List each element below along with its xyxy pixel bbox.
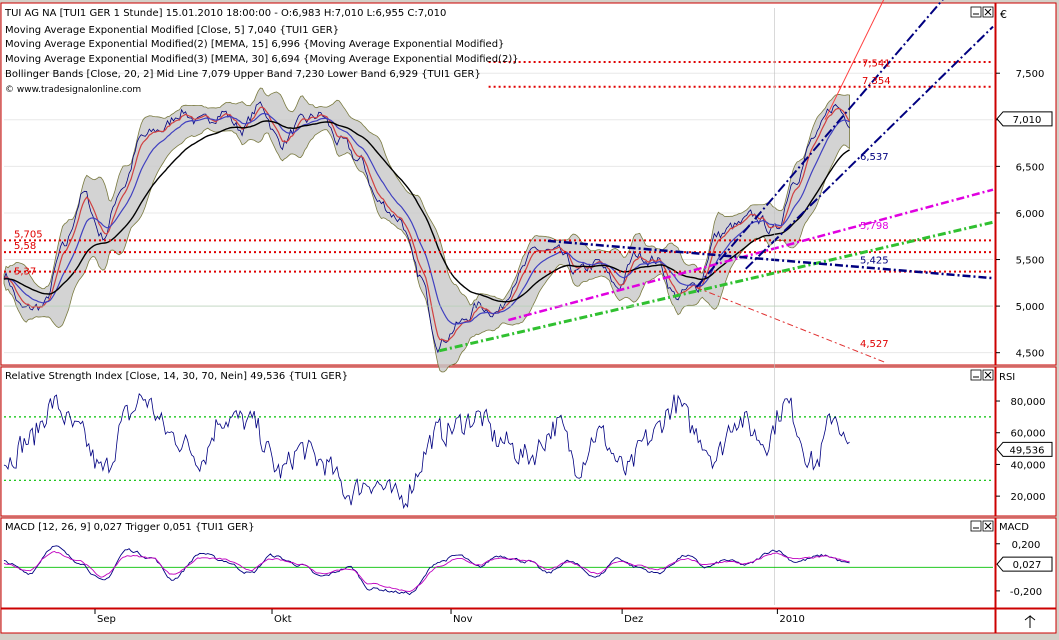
last-price-marker (996, 111, 1053, 127)
trend-navy-down (547, 239, 994, 280)
rsi-axis (995, 366, 1057, 517)
trend-red-down (696, 287, 885, 363)
price-close-button[interactable] (982, 6, 994, 18)
macd-legend: MACD [12, 26, 9] 0,027 Trigger 0,051 {TU… (5, 522, 255, 533)
time-axis (0, 608, 996, 634)
rsi-line (3, 392, 850, 510)
bollinger-band (3, 87, 850, 373)
trigger-line (3, 551, 850, 592)
macd-line (3, 545, 850, 596)
macd-last-label: 0,027 (1013, 560, 1042, 571)
price-tick-label: 5,000 (1016, 302, 1045, 313)
time-tick-label: 2010 (779, 614, 804, 625)
price-tick-label: 5,500 (1016, 256, 1045, 267)
trend-red-steep (824, 0, 885, 121)
trend-magenta (508, 188, 994, 322)
annotation-label: 6,537 (860, 152, 889, 163)
annotation-label: 7,354 (862, 76, 891, 87)
ema30-line (3, 120, 850, 303)
rsi-tick-label: 20,000 (1011, 492, 1046, 503)
price-minimize-button[interactable] (970, 6, 982, 18)
rsi-tick-label: 80,000 (1011, 397, 1046, 408)
macd-panel (0, 517, 996, 609)
rsi-tick-label: 60,000 (1011, 429, 1046, 440)
scroll-up-icon[interactable] (1000, 612, 1054, 630)
price-tick-label: 6,000 (1016, 209, 1045, 220)
rsi-last-label: 49,536 (1010, 445, 1045, 456)
time-tick-label: Nov (453, 614, 473, 625)
rsi-axis-label: RSI (999, 372, 1015, 383)
rsi-last-marker (996, 441, 1053, 457)
price-axis (995, 2, 1057, 366)
price-tick-label: 6,500 (1016, 162, 1045, 173)
time-tick-label: Sep (97, 614, 116, 625)
annotation-label: 5,705 (14, 229, 43, 240)
macd-minimize-button[interactable] (970, 520, 982, 532)
time-tick-label: Okt (274, 614, 292, 625)
ema2-legend: Moving Average Exponential Modified(2) [… (5, 39, 504, 50)
annotation-label: 5,58 (14, 241, 36, 252)
bollinger-legend: Bollinger Bands [Close, 20, 2] Mid Line … (5, 69, 481, 80)
annotation-label: 5,37 (14, 267, 36, 278)
annotation-label: 4,527 (860, 339, 889, 350)
price-header-ohlc: TUI AG NA [TUI1 GER 1 Stunde] 15.01.2010… (4, 8, 446, 19)
annotation-label: 5,425 (860, 256, 889, 267)
ema3-legend: Moving Average Exponential Modified(3) [… (5, 54, 519, 65)
rsi-tick-label: 40,000 (1011, 460, 1046, 471)
ema5-line (3, 106, 851, 342)
ema1-legend: Moving Average Exponential Modified [Clo… (5, 25, 339, 36)
currency-label: € (1000, 8, 1007, 21)
macd-tick-label: -0,200 (1010, 587, 1042, 598)
price-tick-label: 4,500 (1016, 349, 1045, 360)
rsi-panel (0, 366, 996, 517)
time-tick-label: Dez (624, 614, 643, 625)
rsi-legend: Relative Strength Index [Close, 14, 30, … (5, 371, 348, 382)
price-tick-label: 7,500 (1016, 69, 1045, 80)
last-price-label: 7,010 (1013, 115, 1042, 126)
rsi-close-button[interactable] (982, 369, 994, 381)
annotation-label: 7,541 (862, 58, 891, 69)
site-credit: © www.tradesignalonline.com (5, 85, 141, 95)
trend-navy-up2 (745, 25, 994, 270)
trend-green (438, 220, 994, 353)
rsi-minimize-button[interactable] (970, 369, 982, 381)
macd-close-button[interactable] (982, 520, 994, 532)
macd-tick-label: 0,200 (1012, 540, 1041, 551)
price-line (3, 101, 850, 354)
macd-last-marker (996, 556, 1053, 572)
annotation-label: 5,798 (860, 221, 889, 232)
trend-navy-up1 (695, 0, 944, 289)
macd-axis-label: MACD (999, 522, 1029, 533)
